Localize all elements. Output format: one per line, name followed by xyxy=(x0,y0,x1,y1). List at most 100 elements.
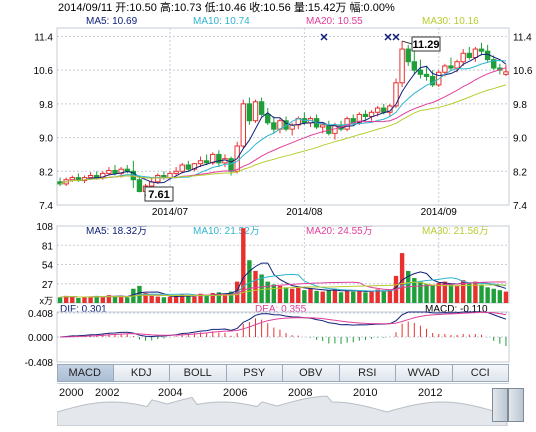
candle-body xyxy=(442,65,448,73)
timeline-sparkline xyxy=(57,395,508,426)
volume-bar xyxy=(326,290,332,303)
tab-wvad[interactable]: WVAD xyxy=(396,364,453,382)
volume-bar xyxy=(369,290,374,303)
volume-bar xyxy=(314,290,319,303)
tab-cci[interactable]: CCI xyxy=(452,364,509,382)
volume-bar xyxy=(289,288,295,303)
candle-body xyxy=(466,52,472,58)
volume-bar xyxy=(381,291,386,303)
volume-bar xyxy=(473,281,478,303)
volume-bar xyxy=(283,287,289,303)
candle-body xyxy=(429,75,436,86)
legend-entry: DEA: 0.355 xyxy=(255,304,307,315)
timeline-left-handle[interactable] xyxy=(492,388,508,422)
event-marker-icon xyxy=(392,33,400,41)
moving-average-lines xyxy=(59,53,507,185)
volume-bar xyxy=(82,297,87,303)
candle-body xyxy=(503,71,509,75)
legend-entry: MA5: 10.69 xyxy=(86,16,138,27)
volume-bar xyxy=(418,281,423,303)
volume-bar xyxy=(259,274,264,303)
volume-bar xyxy=(271,284,277,303)
timeline-year: 2004 xyxy=(158,387,183,399)
tab-psy[interactable]: PSY xyxy=(226,364,283,382)
price-ma-legend: MA5: 10.69 MA10: 10.74 MA20: 10.55 MA30: 10… xyxy=(86,16,479,27)
candle-body xyxy=(155,175,161,183)
volume-bar xyxy=(442,281,448,303)
candle-body xyxy=(417,69,424,75)
volume-bar xyxy=(161,297,167,303)
volume-bar xyxy=(125,297,130,303)
timeline-year: 2002 xyxy=(95,387,120,399)
volume-bar xyxy=(180,294,185,303)
candle-body xyxy=(69,177,75,181)
tab-kdj[interactable]: KDJ xyxy=(113,364,170,382)
volume-bar xyxy=(497,290,503,303)
volume-bar xyxy=(375,289,380,303)
volume-bar xyxy=(155,296,160,303)
volume-unit: x万 xyxy=(39,296,53,306)
legend-entry: MA30: 10.16 xyxy=(422,16,479,27)
candle-body xyxy=(393,82,399,107)
volume-bar xyxy=(247,260,252,303)
volume-bar xyxy=(491,288,496,303)
tab-boll[interactable]: BOLL xyxy=(170,364,227,382)
volume-bar xyxy=(149,295,154,303)
volume-tick: 27 xyxy=(42,280,54,291)
timeline-year: 2012 xyxy=(418,387,443,399)
tab-obv[interactable]: OBV xyxy=(283,364,340,382)
timeline-right-handle[interactable] xyxy=(508,388,524,422)
candle-body xyxy=(362,113,369,118)
volume-bar xyxy=(338,292,344,303)
volume-bar xyxy=(351,291,356,303)
candle-body xyxy=(106,169,112,174)
x-tick-label: 2014/07 xyxy=(152,207,189,218)
macd-tick: 0.408 xyxy=(28,309,53,320)
volume-bar xyxy=(112,296,118,303)
y-axis-ticks: 11.4 11.4 10.6 10.6 9.8 9.8 9.0 9.0 8.2 8.2 7.4 7.4… xyxy=(25,32,533,369)
volume-bar xyxy=(241,228,246,303)
volume-bar xyxy=(460,280,466,303)
candle-body xyxy=(448,65,454,69)
ma5-line xyxy=(59,53,507,185)
price-tick-right: 9.0 xyxy=(513,134,527,145)
price-tick-left: 8.2 xyxy=(39,167,53,178)
volume-bar xyxy=(118,295,124,303)
candle-body xyxy=(240,103,246,147)
candle-body xyxy=(381,107,387,113)
candle-body xyxy=(491,59,497,69)
price-tick-left: 9.8 xyxy=(39,100,53,111)
candle-body xyxy=(478,48,485,52)
candle-body xyxy=(320,124,326,128)
volume-bar xyxy=(216,292,222,303)
candle-body xyxy=(472,48,479,59)
volume-bar xyxy=(106,295,112,303)
macd-tick: 0.000 xyxy=(28,333,53,344)
candle-body xyxy=(326,124,332,134)
volume-tick: 54 xyxy=(42,261,54,272)
volume-bar xyxy=(76,298,81,303)
history-timeline[interactable]: 2000 2002 2004 2006 2008 2010 2012 xyxy=(57,383,509,426)
volume-bar xyxy=(448,284,454,303)
volume-ma-lines xyxy=(59,262,507,298)
grid-lines xyxy=(56,27,510,363)
volume-bar xyxy=(430,285,435,303)
x-tick-label: 2014/09 xyxy=(421,207,458,218)
candle-body xyxy=(460,52,466,63)
candle-body xyxy=(399,48,405,84)
annotation-leader xyxy=(144,193,147,197)
candle-body xyxy=(124,168,130,172)
tab-rsi[interactable]: RSI xyxy=(339,364,396,382)
timeline-year: 2000 xyxy=(59,387,84,399)
indicator-tabs: MACD KDJ BOLL PSY OBV RSI WVAD CCI xyxy=(57,364,509,382)
volume-bar xyxy=(503,291,509,303)
candle-body xyxy=(210,153,216,164)
volume-bar xyxy=(479,284,484,303)
price-annotation: 11.29 xyxy=(411,36,441,52)
tab-macd[interactable]: MACD xyxy=(57,364,114,382)
candle-body xyxy=(136,179,143,193)
legend-entry: MA20: 10.55 xyxy=(306,16,363,27)
price-annotation: 7.61 xyxy=(144,186,174,202)
